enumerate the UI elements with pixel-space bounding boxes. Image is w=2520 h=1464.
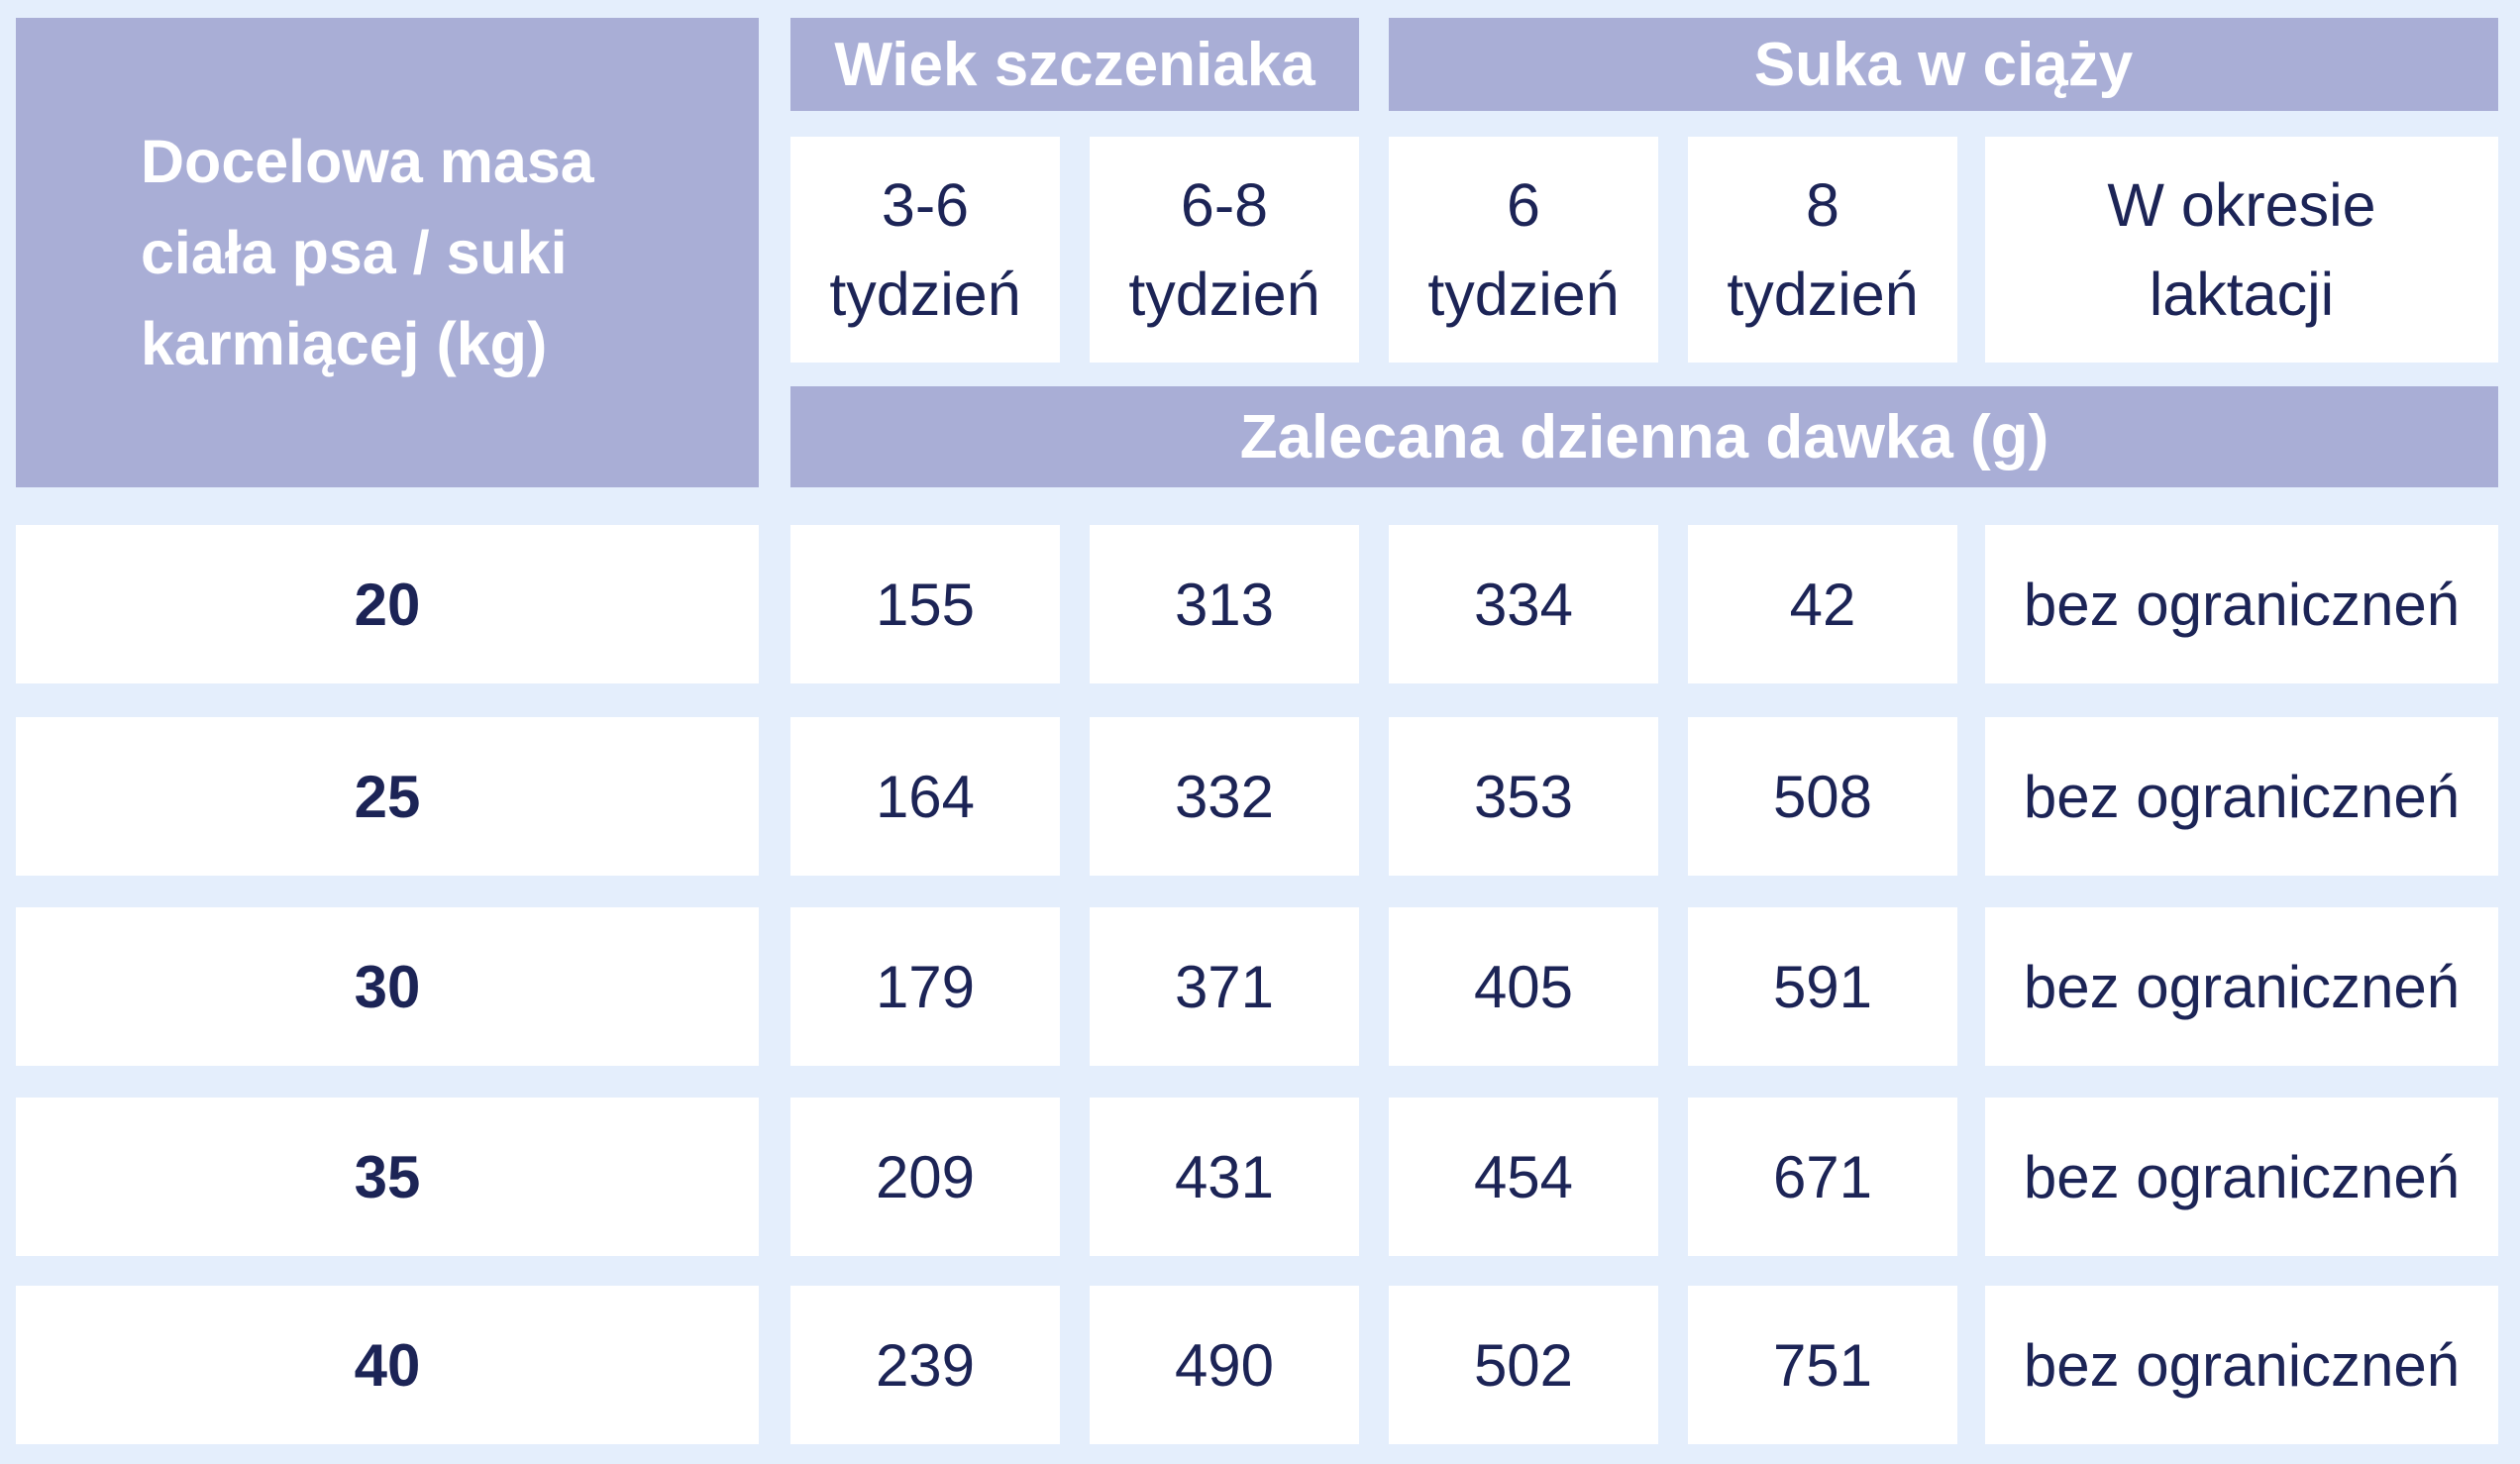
row-mass-label: 25 xyxy=(16,717,759,876)
dose-cell: 371 xyxy=(1090,907,1359,1066)
dose-cell: 239 xyxy=(790,1286,1060,1444)
dose-cell: bez ograniczneń xyxy=(1985,1286,2498,1444)
dose-cell: 405 xyxy=(1389,907,1658,1066)
row-mass-label: 30 xyxy=(16,907,759,1066)
header-daily-dose: Zalecana dzienna dawka (g) xyxy=(790,386,2498,487)
header-pregnant-bitch: Suka w ciąży xyxy=(1389,18,2498,111)
dose-cell: bez ograniczneń xyxy=(1985,907,2498,1066)
dose-cell: 332 xyxy=(1090,717,1359,876)
subheader-line: W okresie xyxy=(2107,171,2376,239)
dose-cell: bez ograniczneń xyxy=(1985,1098,2498,1256)
dose-cell: 179 xyxy=(790,907,1060,1066)
dose-cell: 671 xyxy=(1688,1098,1957,1256)
dose-cell: 454 xyxy=(1389,1098,1658,1256)
dose-cell: 353 xyxy=(1389,717,1658,876)
subheader-8-weeks: 8 tydzień xyxy=(1688,137,1957,363)
dose-cell: 591 xyxy=(1688,907,1957,1066)
subheader-line: laktacji xyxy=(2149,261,2335,328)
dose-cell: 155 xyxy=(790,525,1060,683)
header-body-mass-line-2: ciała psa / suki xyxy=(141,219,568,286)
row-mass-label: 35 xyxy=(16,1098,759,1256)
subheader-line: tydzień xyxy=(1727,261,1919,328)
header-body-mass-line-1: Docelowa masa xyxy=(141,128,594,195)
subheader-6-8-weeks: 6-8 tydzień xyxy=(1090,137,1359,363)
dose-cell: 334 xyxy=(1389,525,1658,683)
subheader-3-6-weeks: 3-6 tydzień xyxy=(790,137,1060,363)
subheader-line: tydzień xyxy=(829,261,1021,328)
dose-cell: 490 xyxy=(1090,1286,1359,1444)
subheader-line: 3-6 xyxy=(881,171,970,239)
subheader-6-weeks: 6 tydzień xyxy=(1389,137,1658,363)
dose-cell: 209 xyxy=(790,1098,1060,1256)
dose-cell: 508 xyxy=(1688,717,1957,876)
subheader-line: 8 xyxy=(1806,171,1839,239)
subheader-line: tydzień xyxy=(1427,261,1620,328)
header-body-mass-line-3: karmiącej (kg) xyxy=(141,310,548,377)
dose-cell: 431 xyxy=(1090,1098,1359,1256)
dose-cell: 313 xyxy=(1090,525,1359,683)
row-mass-label: 40 xyxy=(16,1286,759,1444)
subheader-line: tydzień xyxy=(1128,261,1320,328)
header-body-mass: Docelowa masa ciała psa / suki karmiącej… xyxy=(16,18,759,487)
subheader-line: 6-8 xyxy=(1180,171,1269,239)
header-puppy-age: Wiek szczeniaka xyxy=(790,18,1359,111)
dose-cell: bez ograniczneń xyxy=(1985,525,2498,683)
dose-cell: 502 xyxy=(1389,1286,1658,1444)
dose-cell: 751 xyxy=(1688,1286,1957,1444)
dose-cell: 42 xyxy=(1688,525,1957,683)
dose-cell: 164 xyxy=(790,717,1060,876)
subheader-lactation: W okresie laktacji xyxy=(1985,137,2498,363)
dose-cell: bez ograniczneń xyxy=(1985,717,2498,876)
subheader-line: 6 xyxy=(1507,171,1540,239)
row-mass-label: 20 xyxy=(16,525,759,683)
